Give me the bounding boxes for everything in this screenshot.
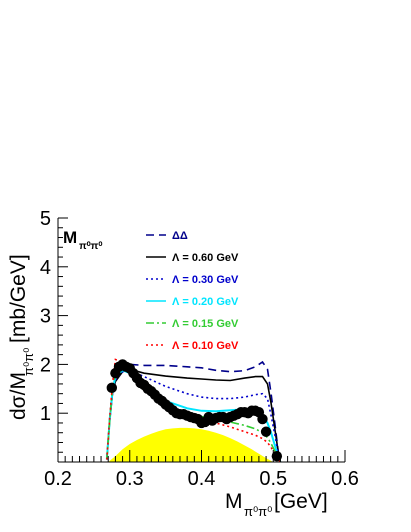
y-tick-label: 4 xyxy=(40,257,51,279)
y-tick-label: 3 xyxy=(40,306,51,328)
y-tick-label: 5 xyxy=(40,208,51,230)
data-point xyxy=(271,450,283,462)
series-line-1 xyxy=(106,368,282,463)
x-tick-label: 0.2 xyxy=(44,468,72,490)
legend-label-4: Λ = 0.15 GeV xyxy=(172,318,239,330)
x-tick-label: 0.6 xyxy=(331,468,359,490)
data-point xyxy=(260,426,272,437)
plot-area xyxy=(105,358,283,463)
x-axis-label-sub: π⁰π⁰ xyxy=(244,504,272,519)
x-tick-label: 0.3 xyxy=(116,468,144,490)
legend-label-5: Λ = 0.10 GeV xyxy=(172,340,239,352)
phase-space-area xyxy=(108,427,274,462)
x-tick-label: 0.4 xyxy=(188,468,216,490)
legend-label-2: Λ = 0.30 GeV xyxy=(172,274,239,286)
legend: ΔΔ Λ = 0.60 GeV Λ = 0.30 GeV Λ = 0.20 GeV Λ … xyxy=(146,230,239,352)
x-axis-label-unit: [GeV] xyxy=(274,490,328,513)
x-tick-label: 0.5 xyxy=(259,468,287,490)
x-axis-label-main: M xyxy=(225,490,243,513)
y-tick-label: 2 xyxy=(40,354,51,376)
series-line-2 xyxy=(106,369,282,463)
legend-label-3: Λ = 0.20 GeV xyxy=(172,296,239,308)
axes: 0.2 0.3 0.4 0.5 0.6 1 2 3 4 5 xyxy=(40,208,359,490)
y-axis-label-main: dσ/M xyxy=(7,372,30,420)
y-axis-label-unit: [mb/GeV] xyxy=(7,254,30,343)
legend-label-1: Λ = 0.60 GeV xyxy=(172,252,239,264)
y-axis-label: dσ/M π⁰π⁰ [mb/GeV] xyxy=(7,254,36,420)
data-point xyxy=(106,382,118,394)
y-tick-label: 1 xyxy=(40,403,51,425)
panel-label-sub: π⁰π⁰ xyxy=(79,241,102,252)
panel-label-main: M xyxy=(63,228,77,247)
data-point xyxy=(257,413,268,425)
legend-label-0: ΔΔ xyxy=(172,230,188,242)
y-axis-label-sub: π⁰π⁰ xyxy=(21,348,36,376)
